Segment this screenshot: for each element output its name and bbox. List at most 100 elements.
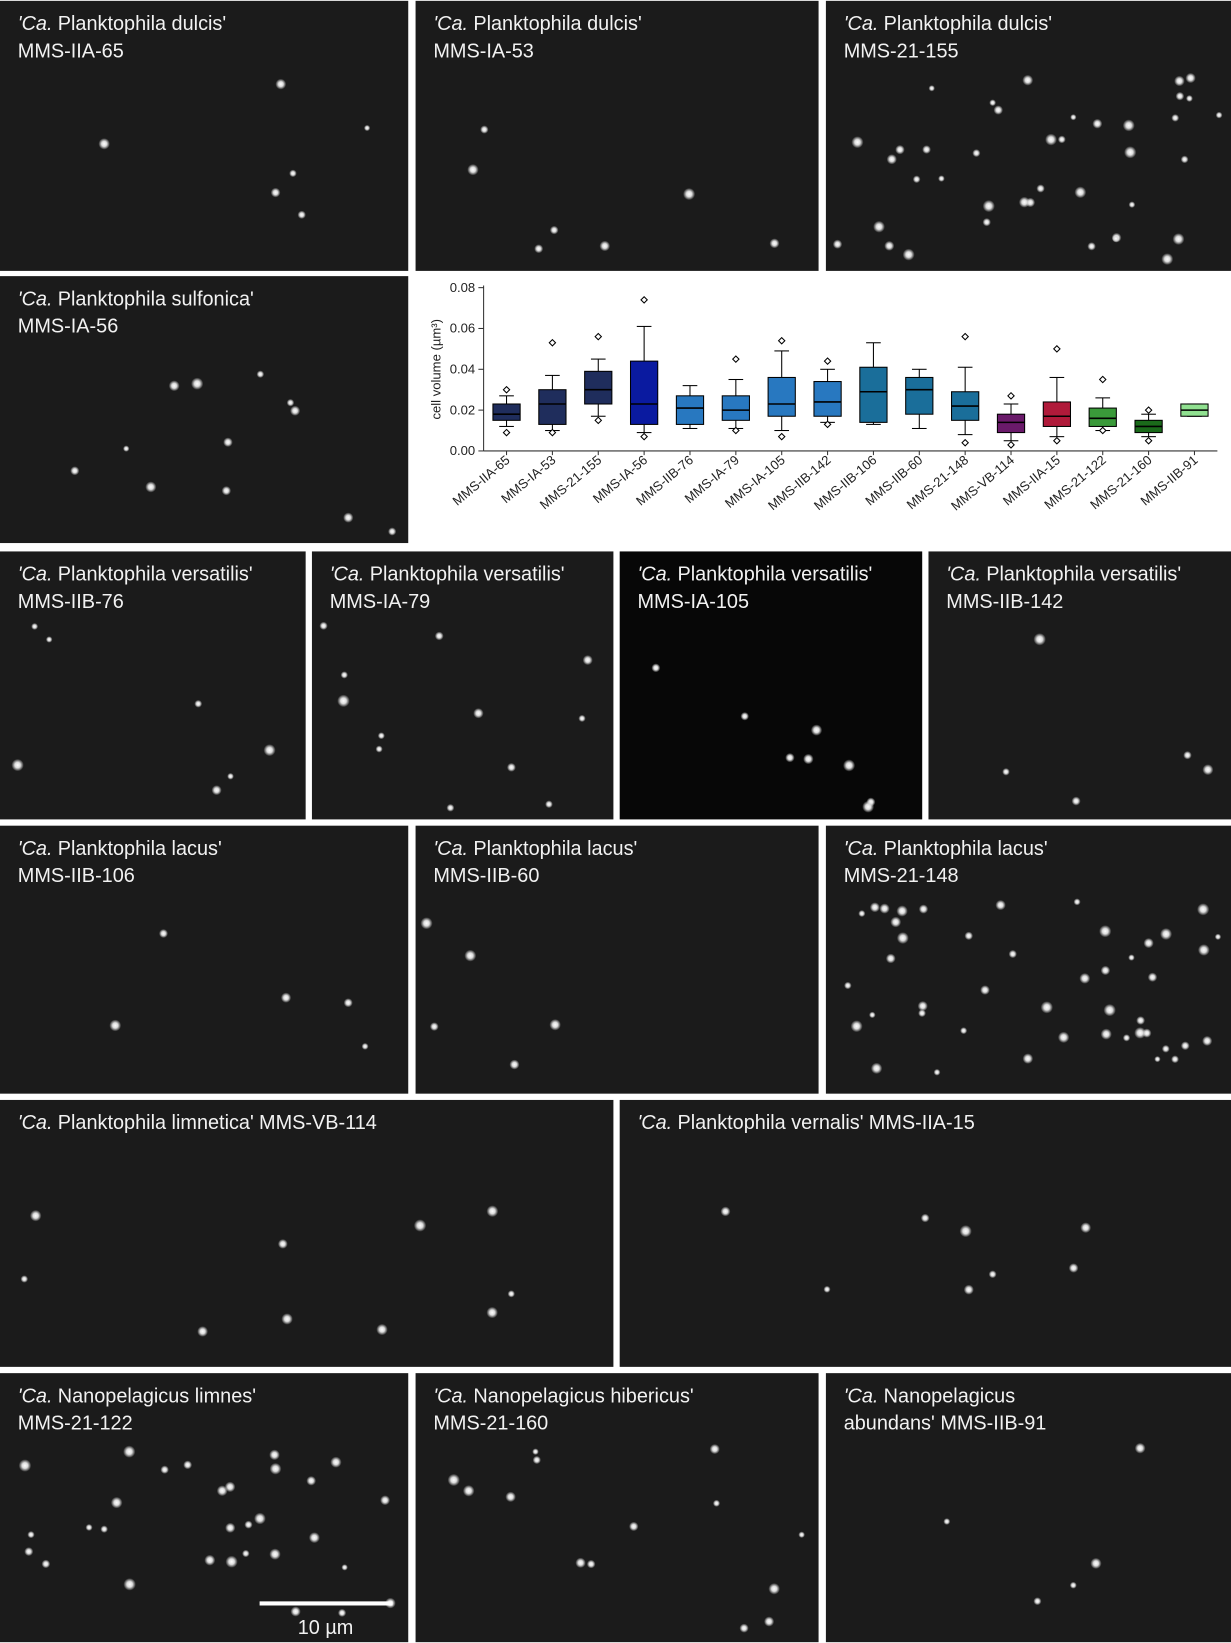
y-tick-label: 0.04	[450, 361, 475, 376]
micrograph-panel: 'Ca.Planktophila dulcis'MMS-IA-53	[416, 1, 819, 271]
cell-spot	[270, 1463, 282, 1475]
cell-spot	[98, 138, 109, 149]
panel-prefix: 'Ca.	[946, 564, 981, 586]
cell-spot	[851, 136, 863, 148]
cell-spot	[1148, 973, 1157, 982]
cell-spot	[508, 1290, 515, 1297]
panel-strain: MMS-VB-114	[259, 1112, 377, 1134]
cell-spot	[376, 745, 383, 752]
cell-spot	[1142, 1028, 1151, 1037]
panel-strain: MMS-IIA-65	[18, 40, 124, 62]
cell-spot	[1123, 119, 1135, 131]
cell-spot	[191, 378, 203, 390]
micrograph-panel: 'Ca.Planktophila limnetica'MMS-VB-114	[0, 1100, 613, 1367]
cell-spot	[1009, 950, 1017, 958]
cell-spot	[710, 1444, 720, 1454]
cell-spot	[833, 240, 842, 249]
cell-spot	[242, 1550, 250, 1558]
cell-spot	[486, 1307, 497, 1318]
panel-species: Planktophila sulfonica'	[58, 288, 254, 310]
panel-species: Planktophila lacus'	[884, 838, 1048, 860]
cell-spot	[545, 800, 553, 808]
panel-strain: MMS-21-155	[844, 40, 959, 62]
micrograph-panel: 'Ca.Planktophila versatilis'MMS-IA-105	[620, 551, 923, 819]
cell-spot	[913, 175, 921, 183]
cell-spot	[100, 1525, 108, 1533]
box	[539, 390, 566, 425]
cell-spot	[70, 466, 79, 475]
panel-prefix: 'Ca.	[433, 13, 468, 35]
cell-spot	[1181, 156, 1189, 164]
cell-spot	[1002, 768, 1010, 776]
cell-spot	[1045, 134, 1057, 146]
panel-prefix: 'Ca.	[433, 1385, 468, 1407]
cell-spot	[887, 154, 897, 164]
micrograph-panel: 'Ca.Planktophila versatilis'MMS-IA-79	[312, 551, 613, 819]
cell-spot	[1112, 235, 1120, 243]
cell-spot	[257, 370, 265, 378]
micrograph-panel: 'Ca.Nanopelagicusabundans' MMS-IIB-91	[826, 1373, 1231, 1642]
cell-spot	[1033, 1597, 1041, 1605]
cell-spot	[46, 636, 53, 643]
cell-spot	[19, 1459, 32, 1472]
cell-spot	[225, 1482, 236, 1493]
cell-spot	[306, 1476, 316, 1486]
micrograph-panel: 'Ca.Planktophila vernalis'MMS-IIA-15	[620, 1100, 1231, 1367]
panel-prefix: 'Ca.	[18, 838, 53, 860]
micrograph-panel: 'Ca.Planktophila lacus'MMS-21-148	[826, 826, 1231, 1094]
box	[814, 382, 841, 417]
cell-spot	[934, 1069, 941, 1076]
panel-prefix: 'Ca.	[844, 13, 879, 35]
cell-spot	[271, 188, 281, 198]
cell-spot	[1135, 1443, 1146, 1454]
cell-spot	[964, 1285, 974, 1295]
box	[768, 377, 795, 416]
cell-spot	[463, 1485, 475, 1497]
figure: 'Ca.Planktophila dulcis'MMS-IIA-65'Ca.Pl…	[0, 0, 1231, 1643]
cell-spot	[1075, 186, 1087, 198]
panel-prefix: 'Ca.	[433, 838, 468, 860]
cell-spot	[873, 221, 885, 233]
cell-spot	[922, 145, 931, 154]
panel-species: Nanopelagicus hibericus'	[473, 1385, 693, 1407]
micrograph-panel: 'Ca.Planktophila sulfonica'MMS-IA-56	[0, 276, 408, 543]
cell-spot	[281, 993, 291, 1003]
cell-spot	[109, 1020, 121, 1032]
cell-spot	[533, 1456, 541, 1464]
cell-spot	[1033, 633, 1045, 645]
cell-spot	[1101, 966, 1110, 975]
cell-spot	[651, 663, 660, 672]
cell-spot	[160, 1465, 168, 1473]
cell-spot	[222, 486, 231, 495]
cell-spot	[169, 380, 180, 391]
cell-spot	[287, 399, 295, 407]
y-axis-title: cell volume (µm³)	[429, 319, 444, 420]
cell-spot	[123, 1578, 135, 1590]
cell-spot	[575, 1558, 585, 1568]
cell-spot	[858, 910, 865, 917]
panel-species: Planktophila dulcis'	[884, 13, 1052, 35]
cell-spot	[421, 917, 433, 929]
cell-spot	[1123, 1034, 1130, 1041]
panel-species: Planktophila dulcis'	[473, 13, 641, 35]
cell-spot	[1104, 1004, 1116, 1016]
panel-prefix: 'Ca.	[18, 564, 53, 586]
cell-spot	[811, 724, 822, 735]
cell-spot	[1185, 73, 1195, 83]
cell-spot	[362, 1043, 369, 1050]
cell-spot	[448, 1474, 460, 1486]
cell-spot	[24, 1547, 33, 1556]
cell-spot	[487, 1205, 499, 1217]
cell-spot	[739, 1624, 748, 1633]
y-tick-label: 0.00	[450, 443, 475, 458]
panel-strain: MMS-IIB-142	[946, 591, 1063, 613]
cell-spot	[989, 1270, 997, 1278]
cell-spot	[319, 622, 327, 630]
cell-spot	[980, 985, 990, 995]
cell-spot	[785, 753, 794, 762]
cell-spot	[1161, 253, 1173, 265]
cell-spot	[995, 900, 1005, 910]
cell-spot	[225, 1523, 235, 1533]
cell-spot	[281, 1313, 292, 1324]
